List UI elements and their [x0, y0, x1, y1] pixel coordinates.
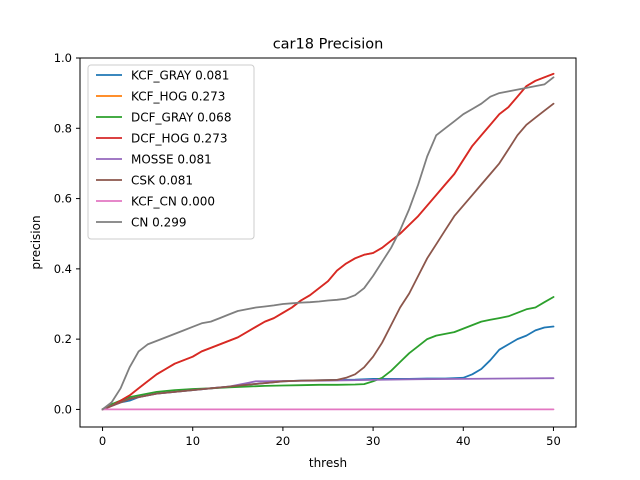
- x-tick-label: 0: [99, 434, 106, 448]
- x-tick-label: 10: [185, 434, 200, 448]
- legend-label-6: CSK 0.081: [131, 174, 193, 188]
- x-tick-label: 30: [366, 434, 381, 448]
- legend-label-2: KCF_HOG 0.273: [131, 90, 225, 104]
- plot-frame: [79, 57, 577, 428]
- y-tick-label: 1.0: [54, 51, 72, 65]
- series-line-6: [101, 102, 555, 411]
- y-tick-label: 0.8: [54, 121, 72, 135]
- series-layer: [101, 72, 555, 411]
- x-tick-label: 20: [276, 434, 291, 448]
- legend-label-7: KCF_CN 0.000: [131, 195, 215, 209]
- x-axis-label: thresh: [309, 456, 347, 470]
- y-tick-label: 0.6: [54, 192, 72, 206]
- chart-title: car18 Precision: [273, 37, 384, 53]
- y-axis: 0.0 0.2 0.4 0.6 0.8 1.0: [54, 51, 80, 416]
- y-tick-label: 0.4: [54, 262, 72, 276]
- x-tick-label: 40: [456, 434, 471, 448]
- y-tick-label: 0.2: [54, 332, 72, 346]
- legend-label-8: CN 0.299: [131, 216, 187, 230]
- legend-box: [87, 64, 255, 240]
- y-tick-label: 0.0: [54, 402, 72, 416]
- legend-label-3: DCF_GRAY 0.068: [131, 111, 231, 125]
- legend-label-1: KCF_GRAY 0.081: [131, 69, 229, 83]
- series-line-4: [101, 72, 555, 411]
- series-line-8: [101, 76, 555, 411]
- legend: KCF_GRAY 0.081 KCF_HOG 0.273 DCF_GRAY 0.06…: [87, 64, 255, 240]
- x-tick-label: 50: [546, 434, 561, 448]
- y-axis-label: precision: [29, 215, 43, 269]
- legend-label-5: MOSSE 0.081: [131, 153, 212, 167]
- x-axis: 0 10 20 30 40 50: [99, 427, 561, 448]
- legend-label-4: DCF_HOG 0.273: [131, 132, 227, 146]
